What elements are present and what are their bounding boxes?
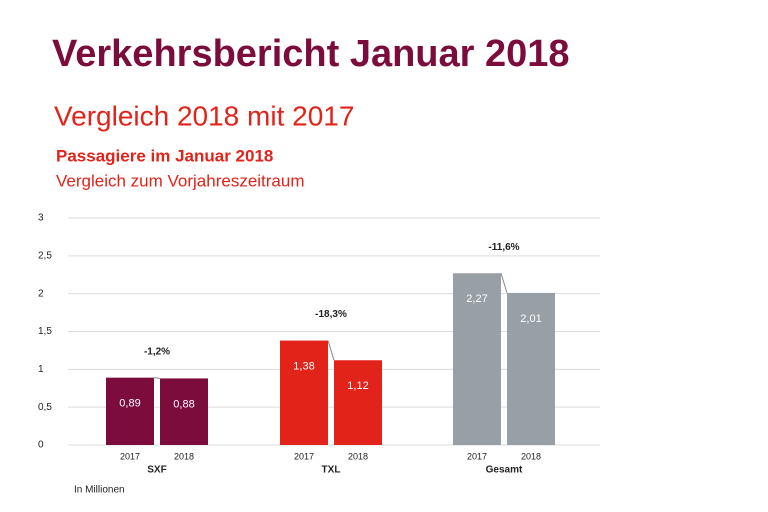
x-tick-label: Gesamt: [486, 465, 523, 476]
value-label: 0,88: [173, 398, 194, 410]
year-label: 2018: [174, 451, 194, 461]
connector: [327, 340, 335, 361]
chart-subtitle: Vergleich zum Vorjahreszeitraum: [56, 171, 305, 190]
unit-note: In Millionen: [74, 485, 125, 496]
page-subtitle: Vergleich 2018 mit 2017: [54, 100, 354, 131]
x-tick-label: TXL: [322, 465, 341, 476]
year-label: 2017: [467, 451, 487, 461]
value-label: 2,01: [520, 313, 541, 325]
change-label: -1,2%: [144, 346, 170, 357]
bar: [334, 360, 382, 445]
year-label: 2017: [294, 451, 314, 461]
y-tick-label: 1,5: [38, 326, 52, 337]
chart-title: Passagiere im Januar 2018: [56, 146, 273, 165]
bar: [280, 340, 328, 445]
value-label: 2,27: [466, 293, 487, 305]
y-tick-label: 1: [38, 364, 44, 375]
x-tick-label: SXF: [147, 465, 166, 476]
y-tick-label: 2: [38, 288, 44, 299]
y-tick-label: 2,5: [38, 250, 52, 261]
value-label: 1,12: [347, 380, 368, 392]
year-label: 2018: [348, 451, 368, 461]
change-label: -11,6%: [488, 242, 519, 253]
connector: [153, 377, 161, 379]
connector: [500, 273, 508, 294]
y-tick-label: 0,5: [38, 402, 52, 413]
change-label: -18,3%: [315, 309, 347, 320]
bar: [160, 378, 208, 445]
value-label: 0,89: [119, 398, 140, 410]
year-label: 2017: [120, 451, 140, 461]
y-tick-label: 0: [38, 440, 44, 451]
page-title: Verkehrsbericht Januar 2018: [52, 33, 570, 75]
value-label: 1,38: [293, 360, 314, 372]
y-tick-label: 3: [38, 213, 44, 224]
bar: [453, 273, 501, 445]
year-label: 2018: [521, 451, 541, 461]
bar: [507, 292, 555, 445]
bar: [106, 377, 154, 445]
